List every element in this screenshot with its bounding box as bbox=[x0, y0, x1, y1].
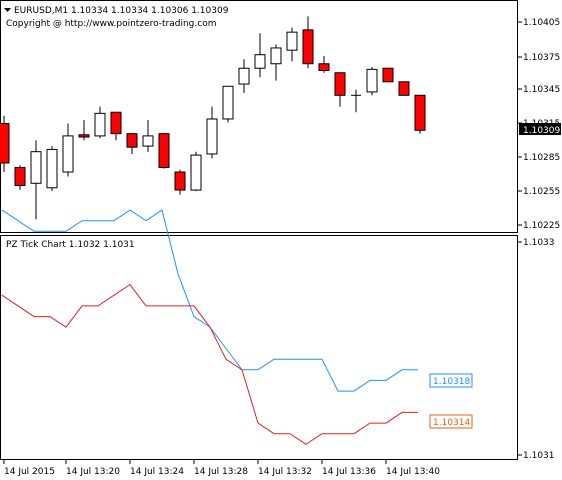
candle-bull bbox=[222, 85, 234, 120]
x-tick: 14 Jul 13:36 bbox=[322, 467, 376, 477]
candle-bear bbox=[0, 123, 10, 164]
candles-layer bbox=[0, 16, 426, 220]
x-tick: 14 Jul 13:32 bbox=[258, 467, 312, 477]
candle-bear bbox=[158, 133, 170, 168]
candle-bull bbox=[238, 67, 250, 85]
candle-bear bbox=[78, 134, 90, 138]
main-y-tick: 1.10225 bbox=[523, 221, 560, 231]
blue-value-badge bbox=[429, 373, 473, 388]
sub-y-axis: 1.1033 1.1031 bbox=[518, 238, 555, 461]
candle-bull bbox=[270, 47, 282, 65]
sub-chart-frame bbox=[0, 235, 518, 460]
candle-bear bbox=[302, 29, 314, 65]
candle-bull bbox=[46, 148, 58, 189]
x-tick: 14 Jul 13:40 bbox=[386, 467, 440, 477]
candle-bull bbox=[94, 112, 106, 137]
sub-chart-title: PZ Tick Chart 1.1032 1.1031 bbox=[6, 240, 135, 250]
blue-value-label: 1.10318 bbox=[433, 377, 470, 387]
main-y-tick: 1.10285 bbox=[523, 153, 560, 163]
x-tick: 14 Jul 13:20 bbox=[66, 467, 120, 477]
tick-lines-layer bbox=[1, 209, 418, 445]
candle-bear bbox=[334, 72, 346, 96]
x-axis: 14 Jul 2015 14 Jul 13:20 14 Jul 13:24 14… bbox=[3, 460, 440, 477]
candle-bear bbox=[174, 171, 186, 191]
candle-bear bbox=[318, 63, 330, 71]
candle-bear bbox=[14, 166, 26, 187]
main-chart-frame bbox=[0, 0, 518, 233]
candle-bear bbox=[398, 81, 410, 96]
sub-y-tick: 1.1031 bbox=[523, 451, 555, 461]
main-y-tick: 1.10255 bbox=[523, 187, 560, 197]
candle-bear bbox=[110, 111, 122, 135]
x-tick: 14 Jul 2015 bbox=[4, 467, 55, 477]
red-tick-line bbox=[1, 283, 418, 445]
candle-bull bbox=[62, 135, 74, 173]
current-price-label: 1.10309 bbox=[523, 126, 560, 136]
candle-bull bbox=[142, 135, 154, 147]
candle-bull bbox=[286, 31, 298, 51]
candle-bear bbox=[382, 67, 394, 83]
candle-bull bbox=[206, 118, 218, 155]
main-y-tick: 1.10375 bbox=[523, 53, 560, 63]
main-y-tick: 1.10345 bbox=[523, 85, 560, 95]
candle-bull bbox=[190, 154, 202, 191]
red-value-label: 1.10314 bbox=[433, 418, 470, 428]
candle-bull bbox=[30, 151, 42, 184]
red-value-badge bbox=[429, 414, 473, 429]
x-tick: 14 Jul 13:24 bbox=[130, 467, 184, 477]
main-y-tick: 1.10405 bbox=[523, 18, 560, 28]
candle-bull bbox=[366, 68, 378, 93]
sub-y-tick: 1.1033 bbox=[523, 238, 555, 248]
triangle-down-icon[interactable] bbox=[4, 8, 11, 12]
current-price-badge bbox=[519, 123, 561, 135]
candle-bear bbox=[414, 94, 426, 131]
candle-bull bbox=[254, 54, 266, 69]
copyright-text: Copyright @ http://www.pointzero-trading… bbox=[6, 19, 216, 29]
main-chart-header: EURUSD,M1 1.10334 1.10334 1.10306 1.1030… bbox=[14, 6, 229, 16]
x-tick: 14 Jul 13:28 bbox=[194, 467, 248, 477]
candle-bear bbox=[126, 133, 138, 148]
